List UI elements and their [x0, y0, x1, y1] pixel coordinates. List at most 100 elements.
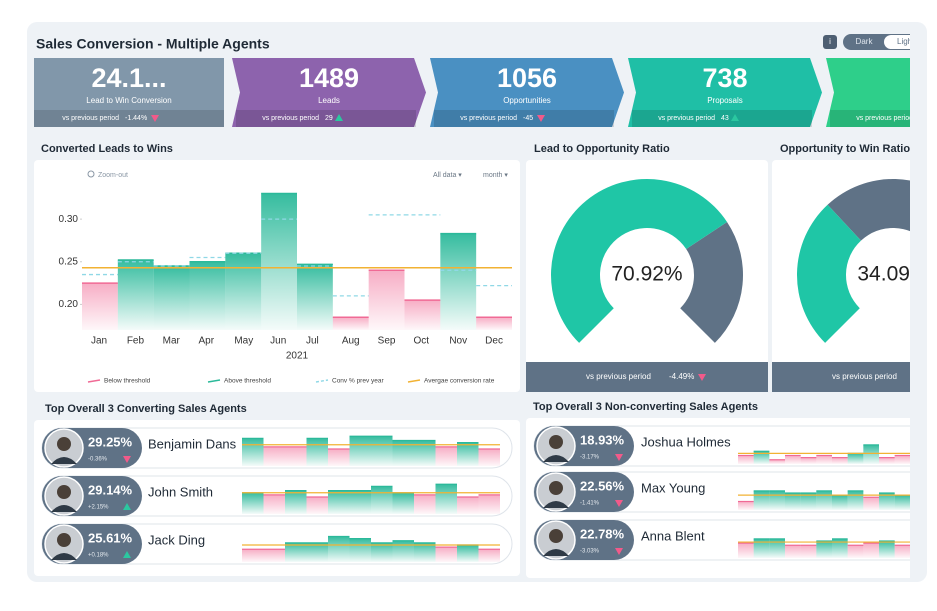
avatar-head [549, 529, 563, 543]
kpi-footer [830, 110, 910, 127]
x-tick-label: Feb [127, 336, 145, 347]
conversion-bar [189, 261, 226, 330]
avatar-body [51, 457, 77, 464]
kpi-label: Leads [318, 96, 340, 105]
x-tick-label: Aug [342, 336, 360, 347]
gauge-compare: vs previous period [832, 372, 897, 381]
x-tick-label: Sep [378, 336, 396, 347]
gauge-title: Lead to Opportunity Ratio [534, 143, 670, 155]
theme-toggle-knob [884, 35, 910, 49]
y-tick-label: 0.25 [59, 256, 79, 267]
conversion-bar [225, 253, 262, 330]
conversion-bar [332, 317, 369, 330]
kpi-label: Proposals [707, 96, 743, 105]
spark-bar [769, 490, 785, 510]
spark-bar [816, 490, 832, 510]
agent-trend [123, 503, 131, 510]
kpi-delta: -45 [523, 115, 533, 122]
kpi-trend [335, 114, 343, 121]
section-title: Top Overall 3 Converting Sales Agents [45, 403, 247, 415]
zoom-icon [87, 170, 95, 178]
spark-bar [371, 486, 393, 514]
spark-bar [769, 459, 785, 464]
spark-bar [785, 545, 801, 558]
spark-bar [800, 493, 817, 510]
x-tick-label: May [234, 336, 253, 347]
theme-light[interactable]: Light [897, 37, 915, 46]
agent-name: Jack Ding [148, 532, 205, 547]
spark-bar [863, 543, 879, 558]
conversion-bar [297, 264, 333, 330]
spark-bar [863, 497, 879, 510]
gauge-rest [680, 221, 743, 343]
spark-bar [457, 497, 479, 514]
spark-bar [349, 490, 371, 514]
kpi-delta: 29 [325, 115, 333, 122]
kpi-label: Opportunities [503, 96, 551, 105]
spark-bar [800, 457, 817, 464]
agent-delta: -3.03% [580, 549, 600, 555]
spark-bar [832, 495, 848, 510]
spark-bar [328, 490, 350, 514]
kpi-delta: -1.44% [125, 115, 147, 122]
x-tick-label: Dec [485, 336, 503, 347]
avatar-body [51, 505, 77, 512]
range-selector: All data ▾ [433, 172, 462, 179]
conversion-bar [440, 233, 477, 330]
agent-rate: 25.61% [88, 530, 133, 545]
agent-rate: 22.78% [580, 526, 625, 541]
gauge-footer [526, 362, 768, 392]
spark-bar [894, 495, 910, 510]
kpi-compare: vs previous period [262, 115, 319, 122]
spark-bar [738, 501, 754, 510]
kpi-footer [632, 110, 812, 127]
spark-bar [753, 538, 770, 558]
spark-bar [894, 545, 910, 558]
kpi-card [430, 58, 624, 127]
spark-bar [349, 436, 371, 466]
spark-bar [242, 492, 264, 514]
conversion-bar [368, 270, 405, 330]
spark-bar [457, 442, 479, 466]
conversion-bar [153, 266, 190, 330]
kpi-value: 1056 [497, 63, 557, 93]
kpi-label: Lead to Win Conversion [86, 96, 171, 105]
legend-label: Conv % prev year [332, 378, 384, 385]
spark-bar [753, 490, 770, 510]
legend-label: Above threshold [224, 378, 271, 385]
x-tick-label: Jun [270, 336, 286, 347]
legend-swatch [407, 379, 421, 383]
conversion-bar [404, 300, 441, 330]
avatar-head [549, 435, 563, 449]
gauge-footer [772, 362, 910, 392]
info-button[interactable] [823, 35, 837, 49]
agent-trend [615, 548, 623, 555]
kpi-delta: 43 [721, 115, 729, 122]
avatar-body [543, 549, 569, 556]
theme-dark[interactable]: Dark [856, 37, 874, 46]
spark-bar [349, 538, 371, 562]
agent-trend [615, 500, 623, 507]
agent-rate: 18.93% [580, 432, 625, 447]
x-tick-label: Jan [91, 336, 107, 347]
period-selector: month ▾ [483, 172, 508, 179]
kpi-footer [34, 110, 224, 127]
info-label: i [829, 37, 831, 46]
kpi-trend [731, 114, 739, 121]
agent-rate: 29.14% [88, 482, 133, 497]
agent-name: John Smith [148, 484, 213, 499]
kpi-card [826, 58, 910, 127]
zoom-out: Zoom-out [98, 172, 128, 179]
y-tick-label: 0.20 [59, 299, 79, 310]
gauge-compare: vs previous period [586, 372, 651, 381]
kpi-compare: vs previous period [62, 115, 119, 122]
kpi-footer [236, 110, 416, 127]
spark-bar [435, 547, 457, 562]
spark-bar [435, 446, 457, 466]
agent-name: Anna Blent [641, 528, 705, 543]
spark-bar [879, 457, 895, 464]
gauge-value [797, 204, 861, 343]
conversion-bar [261, 193, 297, 330]
kpi-compare: vs previous period [460, 115, 517, 122]
